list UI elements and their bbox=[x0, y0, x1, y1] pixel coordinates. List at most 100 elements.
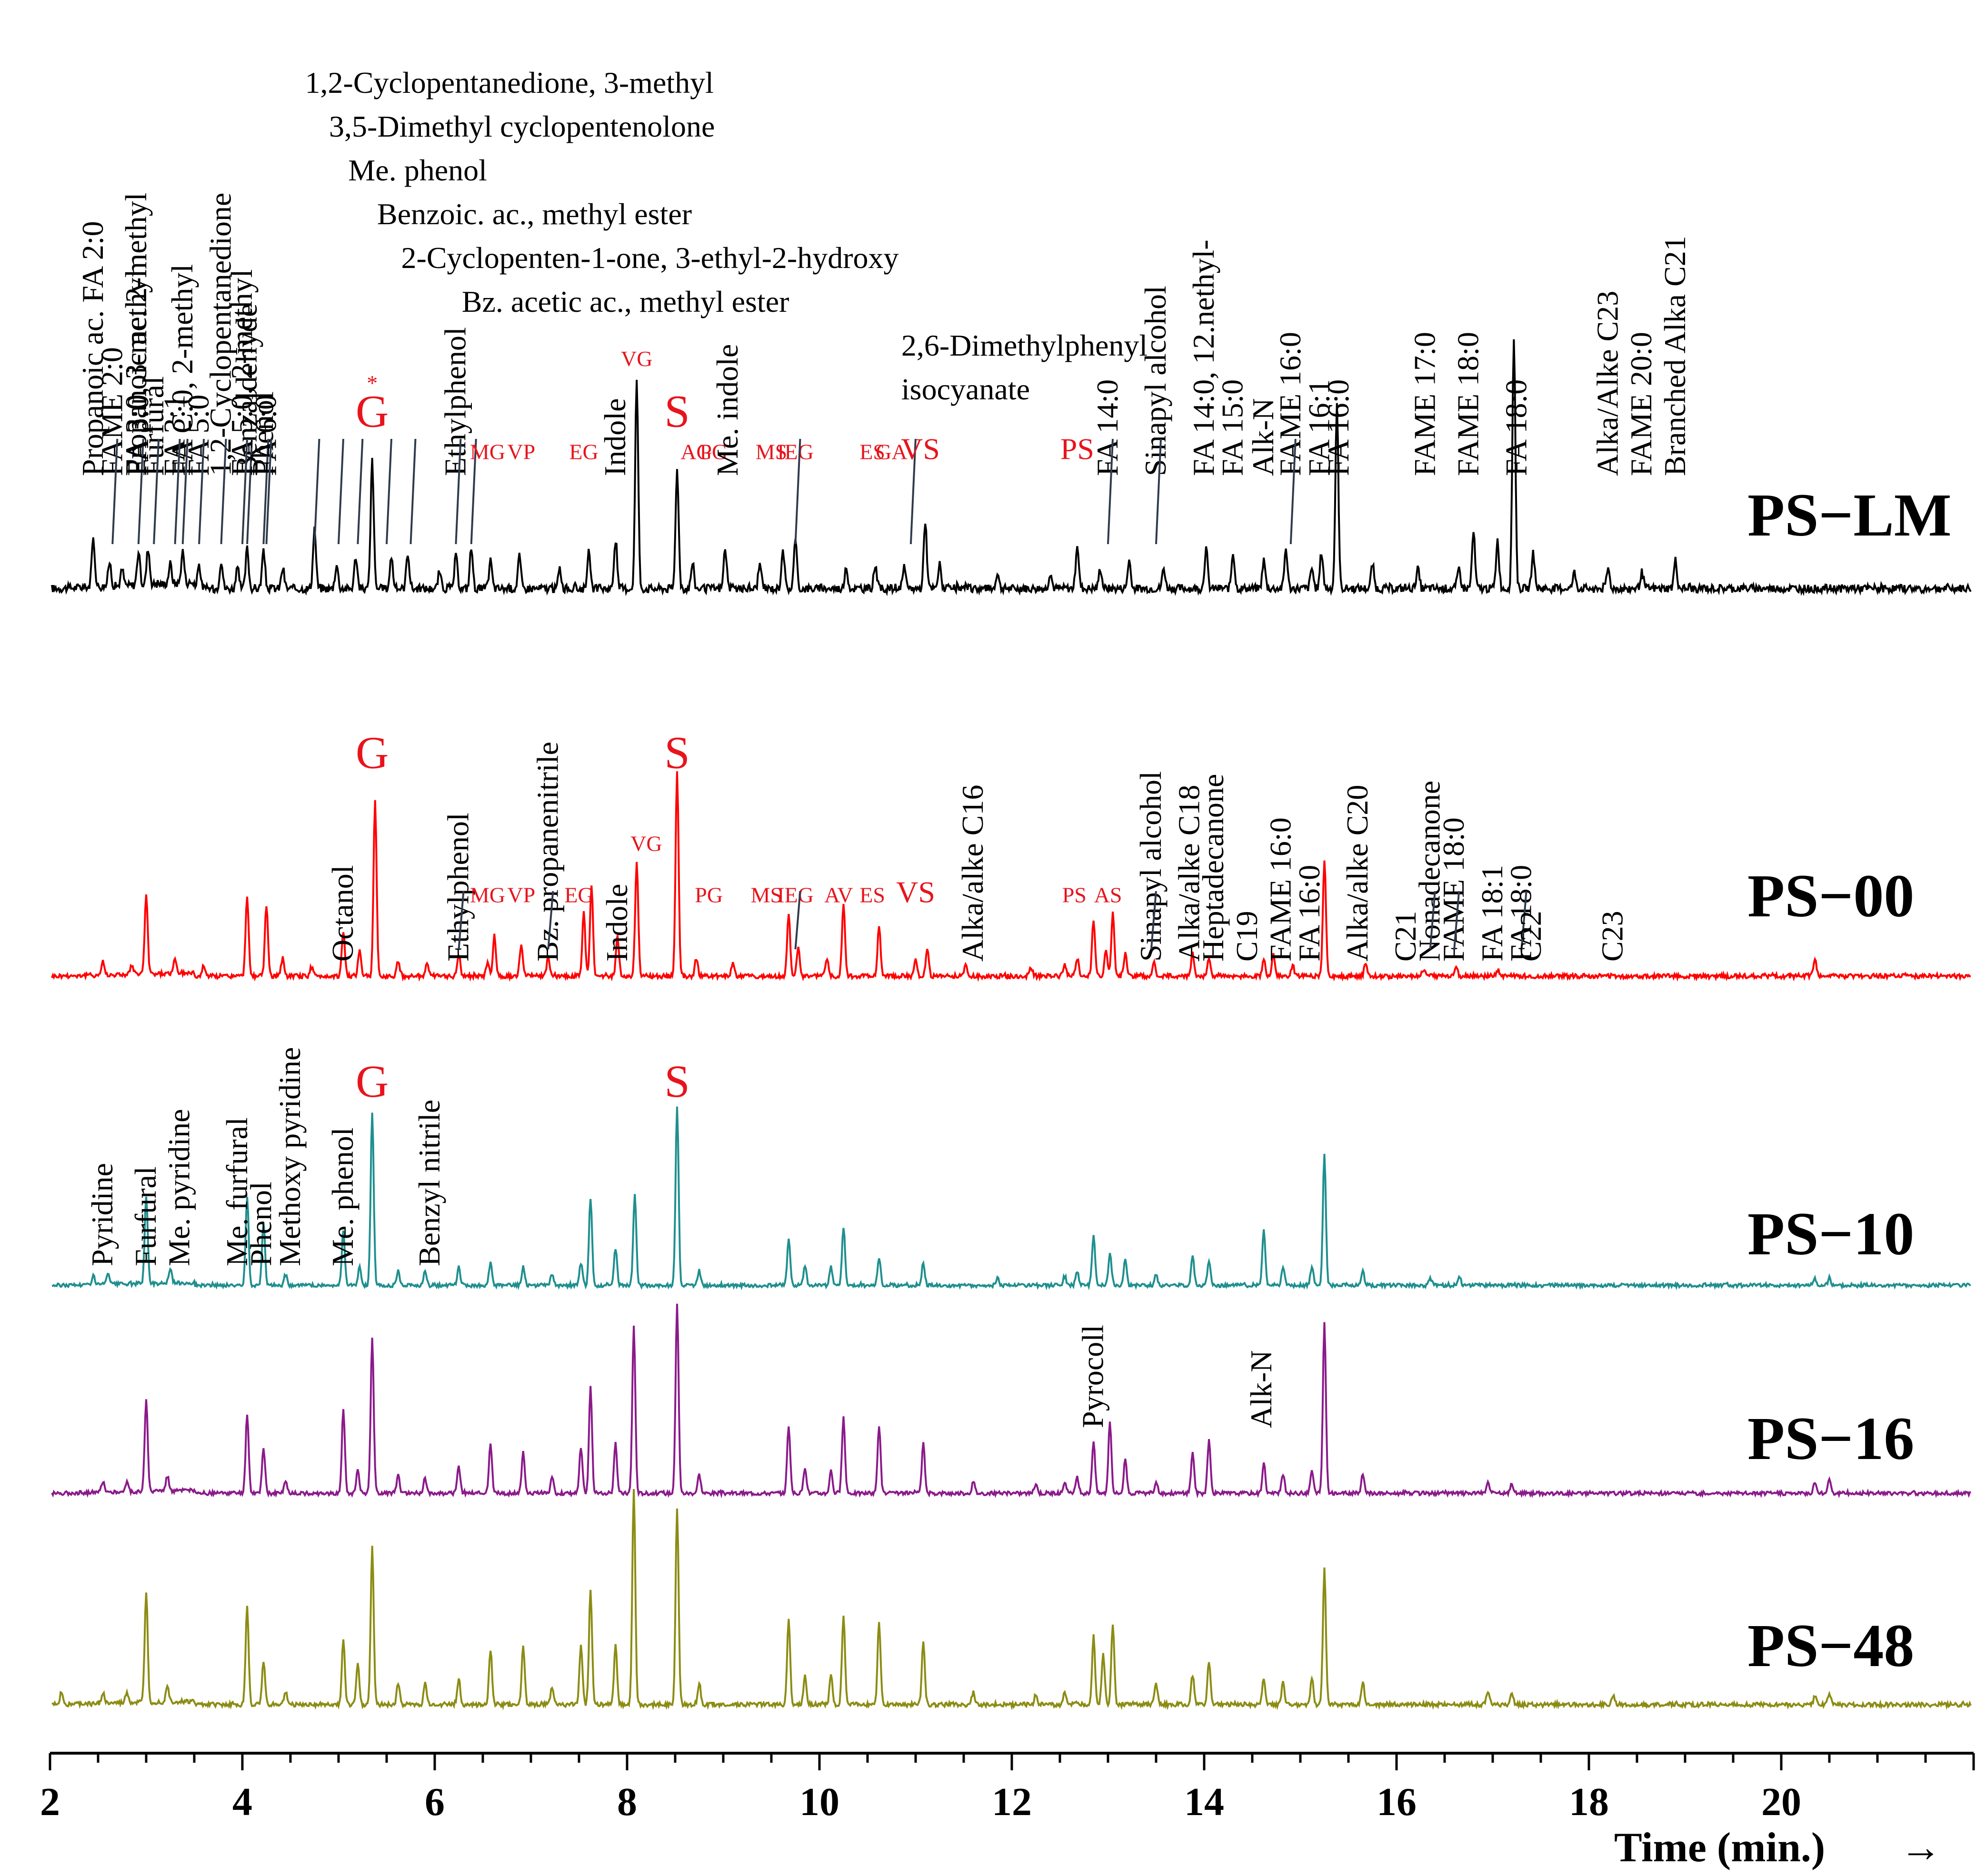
peak-label: Nonadecanone bbox=[1413, 781, 1447, 962]
peak-label: FA 16:1 bbox=[1302, 379, 1336, 476]
peak-pointer-arrow bbox=[909, 438, 917, 545]
peak-label: FA C:0, 2-methyl bbox=[165, 264, 199, 476]
peak-pointer-arrow bbox=[1107, 438, 1114, 545]
peak-label: Ethylphenol bbox=[438, 327, 472, 476]
peak-label: 1,2-Cyclopentanedione, 3-methyl bbox=[305, 66, 714, 99]
x-tick-label: 4 bbox=[232, 1780, 252, 1824]
peak-label: Methoxy pyridine bbox=[273, 1047, 307, 1266]
peak-label: FA 6:0 bbox=[249, 395, 283, 476]
peak-label: IEG bbox=[777, 883, 814, 907]
peak-label: Octanol bbox=[326, 865, 359, 962]
peak-pointer-arrow bbox=[313, 438, 320, 545]
trace-ps-48 bbox=[51, 1489, 1972, 1711]
peak-label: C21 bbox=[1388, 911, 1422, 962]
peak-label: 3,5-Dimethyl cyclopentenolone bbox=[329, 109, 715, 143]
peak-label: Me. pyridine bbox=[162, 1109, 196, 1266]
peak-label: Phenol bbox=[246, 391, 279, 476]
peak-pointer-arrow bbox=[357, 438, 364, 545]
peak-label: 1,2-Cyclopentanedione bbox=[204, 193, 238, 476]
peak-label: AV bbox=[824, 883, 853, 907]
peak-label: Pyrocoll bbox=[1076, 1325, 1110, 1428]
peak-label: Phenol bbox=[244, 1181, 278, 1266]
peak-pointer-arrow bbox=[1155, 438, 1162, 545]
peak-label: FA 16:0 bbox=[1321, 379, 1355, 476]
peak-label: C22 bbox=[1514, 911, 1547, 962]
trace-label-ps-00: PS−00 bbox=[1747, 862, 1914, 930]
peak-pointer-arrow bbox=[547, 891, 554, 950]
peak-pointer-arrow bbox=[220, 438, 227, 545]
x-tick-label: 18 bbox=[1569, 1780, 1609, 1824]
peak-label: Me. phenol bbox=[348, 153, 487, 187]
peak-label: Me. indole bbox=[710, 344, 744, 476]
peak-label: Furfural bbox=[136, 376, 170, 476]
peak-label: FA 14:0 bbox=[1090, 379, 1124, 476]
peak-label: AG bbox=[680, 440, 712, 464]
trace-ps-00 bbox=[51, 771, 1971, 983]
x-tick-label: 16 bbox=[1377, 1780, 1417, 1824]
trace-ps-16 bbox=[51, 1303, 1972, 1499]
peak-label: MS bbox=[751, 883, 782, 907]
peak-label: S bbox=[664, 727, 689, 778]
x-tick-label: 12 bbox=[992, 1780, 1032, 1824]
peak-label: Branched Alka C21 bbox=[1658, 236, 1692, 476]
peak-label: FA 15:0 bbox=[1216, 379, 1249, 476]
peak-label: VG bbox=[630, 831, 662, 855]
peak-label: Ethylphenol bbox=[441, 813, 475, 962]
peak-label: MG bbox=[470, 440, 505, 464]
peak-label: FA 16:0 bbox=[1292, 865, 1326, 962]
peak-pointer-arrow bbox=[137, 438, 144, 545]
peak-label: VS bbox=[901, 432, 940, 466]
peak-label: FA 18:1 bbox=[1475, 865, 1509, 962]
peak-pointer-arrow bbox=[181, 438, 189, 545]
x-axis-ticks: 2 4 6 8 10 12 14 16 18 20 bbox=[40, 1753, 1975, 1824]
peak-label: Bz. propanenitrile bbox=[530, 742, 564, 962]
peak-pointer-arrow bbox=[1520, 891, 1527, 950]
trace-label-ps-48: PS−48 bbox=[1747, 1612, 1914, 1679]
peak-label: PS bbox=[1060, 432, 1094, 466]
x-tick-label: 20 bbox=[1761, 1780, 1801, 1824]
x-tick-label: 6 bbox=[425, 1780, 445, 1824]
peak-label: Me. phenol bbox=[326, 1128, 359, 1267]
peak-label: FA 18:0 bbox=[1504, 865, 1538, 962]
peak-label: Indole bbox=[600, 884, 634, 962]
trace-label-ps-10: PS−10 bbox=[1747, 1200, 1914, 1268]
peak-pointer-arrow bbox=[265, 438, 272, 545]
peak-label: * bbox=[367, 371, 378, 395]
peak-pointer-arrow bbox=[198, 438, 205, 545]
peak-label: 2,6-Dimethylphenyl bbox=[901, 328, 1148, 362]
x-tick-label: 2 bbox=[40, 1780, 60, 1824]
peak-label: Alk-N bbox=[1244, 1350, 1278, 1428]
peak-pointer-arrow bbox=[338, 438, 344, 545]
peak-label: Me. furfural bbox=[220, 1117, 254, 1266]
peak-label: Benzyl nitrile bbox=[412, 1100, 446, 1266]
peak-pointer-arrow bbox=[386, 438, 392, 545]
x-axis-arrow: → bbox=[1900, 1825, 1942, 1871]
peak-label: EG bbox=[569, 440, 598, 464]
peak-label: FAME 17:0 bbox=[1408, 332, 1442, 476]
peak-label: isocyanate bbox=[901, 372, 1030, 406]
peak-pointer-arrow bbox=[241, 438, 248, 545]
peak-label: ES bbox=[859, 440, 885, 464]
x-axis-title: Time (min.) bbox=[1614, 1825, 1825, 1871]
peak-label: PG bbox=[699, 440, 728, 464]
x-tick-label: 10 bbox=[799, 1780, 839, 1824]
peak-pointer-arrow bbox=[458, 891, 465, 950]
peak-label: FAME 18:0 bbox=[1437, 817, 1470, 962]
peak-label: FAME 16:0 bbox=[1273, 332, 1307, 476]
peak-pointer-arrow bbox=[1453, 891, 1460, 950]
peak-label: C19 bbox=[1230, 911, 1264, 962]
peak-label: FA 3:1 bbox=[158, 395, 191, 476]
peak-pointer-arrow bbox=[1150, 891, 1157, 950]
peak-label: FA 5:0, 2-methyl bbox=[225, 269, 259, 476]
peak-label: C23 bbox=[1596, 911, 1629, 962]
peak-label: G bbox=[356, 727, 389, 778]
peak-label: G bbox=[356, 386, 389, 437]
peak-label: IEG bbox=[777, 440, 814, 464]
peak-label: Propanoic ac. FA 2:0 bbox=[76, 221, 110, 476]
peak-label: MG bbox=[470, 883, 505, 907]
peak-pointer-arrow bbox=[455, 438, 462, 545]
peak-pointer-arrow bbox=[1289, 438, 1297, 545]
peak-label: VP bbox=[507, 883, 535, 907]
peak-label: Benzoic. ac., methyl ester bbox=[377, 197, 692, 231]
